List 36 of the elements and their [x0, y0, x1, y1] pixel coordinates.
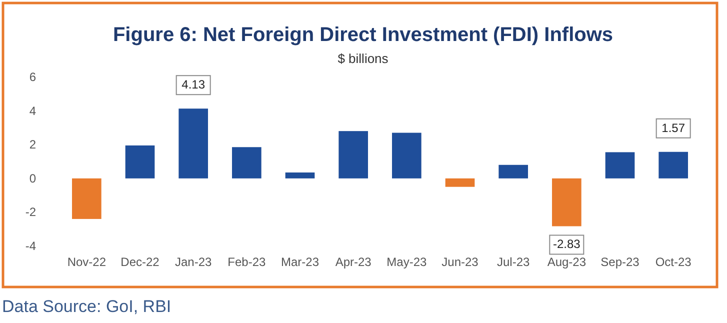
bar — [498, 164, 528, 178]
y-tick-label: 6 — [29, 70, 36, 84]
bar — [392, 132, 422, 178]
x-tick-label: Jun-23 — [442, 255, 479, 269]
bar — [445, 178, 475, 187]
x-tick-label: Aug-23 — [547, 255, 586, 269]
bar — [552, 178, 582, 226]
bar — [178, 108, 208, 178]
data-label: 4.13 — [182, 78, 206, 92]
x-tick-label: Mar-23 — [280, 255, 320, 269]
bar — [125, 145, 155, 178]
x-tick-label: Oct-23 — [655, 255, 692, 269]
bar — [605, 152, 635, 178]
x-tick-label: Feb-23 — [228, 255, 266, 269]
x-tick-label: Dec-22 — [120, 255, 160, 269]
x-tick-label: Jan-23 — [174, 255, 212, 269]
x-tick-label: Nov-22 — [67, 255, 106, 269]
chart-subtitle: $ billions — [338, 51, 389, 66]
chart-title: Figure 6: Net Foreign Direct Investment (FDI) Inflows — [112, 24, 614, 46]
y-tick-label: -2 — [25, 205, 36, 220]
bar — [658, 152, 688, 178]
x-tick-label: Jul-23 — [496, 255, 530, 269]
data-label: -2.83 — [552, 237, 581, 252]
source-note: Data Source: GoI, RBI — [2, 297, 172, 316]
x-tick-label: Apr-23 — [335, 255, 372, 269]
y-tick-label: 4 — [29, 104, 36, 118]
bar — [72, 178, 102, 219]
data-label: 1.57 — [662, 120, 686, 135]
y-tick-label: 0 — [29, 171, 36, 186]
bar — [232, 147, 262, 178]
bar — [285, 172, 315, 178]
y-tick-label: -4 — [25, 239, 36, 253]
x-tick-label: Sep-23 — [600, 255, 640, 269]
bar — [338, 131, 368, 178]
x-tick-label: May-23 — [386, 255, 427, 269]
y-tick-label: 2 — [29, 138, 36, 152]
